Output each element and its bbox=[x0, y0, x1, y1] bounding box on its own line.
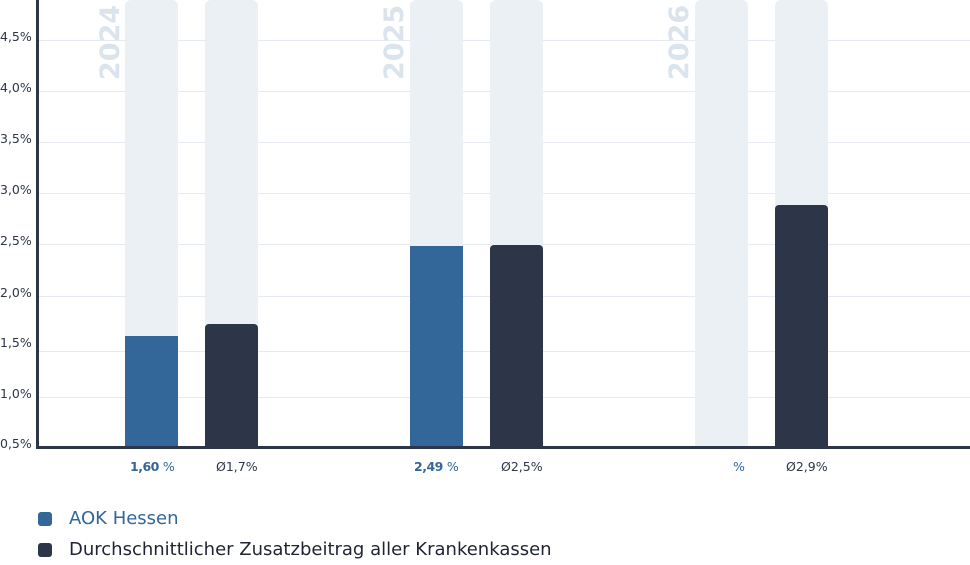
bar-average-2026[interactable] bbox=[775, 205, 828, 447]
legend-item-aok[interactable]: AOK Hessen bbox=[38, 503, 552, 534]
aok-value-label-2026: % bbox=[733, 459, 745, 474]
average-value-label-2024: Ø1,7% bbox=[216, 459, 258, 474]
aok-unit: % bbox=[162, 459, 175, 474]
legend-swatch-icon bbox=[38, 511, 52, 526]
legend-item-average[interactable]: Durchschnittlicher Zusatzbeitrag aller K… bbox=[38, 534, 552, 565]
y-tick-label: 2,5% bbox=[0, 233, 32, 248]
aok-value-label-2025: 2,49 % bbox=[414, 459, 459, 474]
bar-average-2024[interactable] bbox=[205, 324, 258, 447]
aok-value: 2,49 bbox=[414, 459, 443, 474]
legend-label: AOK Hessen bbox=[69, 508, 179, 529]
average-value-label-2025: Ø2,5% bbox=[501, 459, 543, 474]
year-label-2024: 2024 bbox=[95, 4, 126, 80]
x-axis-line bbox=[36, 446, 970, 449]
y-tick-label: 4,0% bbox=[0, 80, 32, 95]
aok-value: 1,60 bbox=[130, 459, 159, 474]
bar-average-2025[interactable] bbox=[490, 245, 543, 447]
chart-legend: AOK Hessen Durchschnittlicher Zusatzbeit… bbox=[38, 503, 552, 565]
aok-unit: % bbox=[733, 459, 745, 474]
bar-aok-2024[interactable] bbox=[125, 336, 178, 447]
y-tick-label: 3,5% bbox=[0, 131, 32, 146]
y-tick-label: 3,0% bbox=[0, 182, 32, 197]
legend-swatch-icon bbox=[38, 542, 52, 557]
chart-plot-area: 4,5% 4,0% 3,5% 3,0% 2,5% 2,0% 1,5% 1,0% … bbox=[0, 0, 970, 474]
bar-track bbox=[695, 0, 748, 447]
average-value-label-2026: Ø2,9% bbox=[786, 459, 828, 474]
aok-unit: % bbox=[446, 459, 459, 474]
year-label-2026: 2026 bbox=[664, 4, 695, 80]
legend-label: Durchschnittlicher Zusatzbeitrag aller K… bbox=[69, 539, 552, 560]
y-tick-label: 2,0% bbox=[0, 285, 32, 300]
bar-aok-2025[interactable] bbox=[410, 246, 463, 447]
y-tick-label: 0,5% bbox=[0, 436, 32, 451]
y-axis-line bbox=[36, 0, 39, 449]
y-tick-label: 1,0% bbox=[0, 386, 32, 401]
year-label-2025: 2025 bbox=[379, 4, 410, 80]
y-tick-label: 4,5% bbox=[0, 29, 32, 44]
aok-value-label-2024: 1,60 % bbox=[130, 459, 175, 474]
y-tick-label: 1,5% bbox=[0, 335, 32, 350]
